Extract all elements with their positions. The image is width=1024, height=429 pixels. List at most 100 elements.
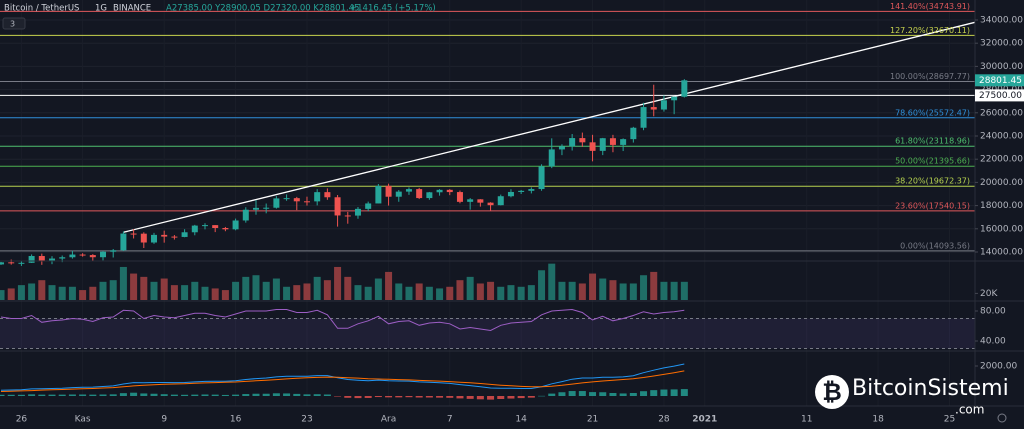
candle-body <box>487 202 494 206</box>
volume-bar <box>293 285 301 300</box>
y-tick-label: 40.00 <box>980 337 1006 347</box>
rsi-band <box>0 318 975 349</box>
x-tick-label: 18 <box>872 415 884 425</box>
volume-bar <box>568 281 576 300</box>
x-tick-label: 25 <box>944 415 955 425</box>
macd-histogram <box>456 395 464 399</box>
macd-histogram <box>303 394 311 396</box>
y-tick-label: 16000.00 <box>980 224 1023 234</box>
macd-histogram <box>670 389 678 396</box>
volume-bar <box>517 286 525 300</box>
candle-body <box>151 234 158 243</box>
volume-bar <box>150 281 158 300</box>
candle-body <box>467 199 474 202</box>
volume-bar <box>344 276 352 300</box>
candle-body <box>49 258 56 261</box>
candle-body <box>18 262 25 264</box>
candle-body <box>456 192 463 202</box>
macd-histogram <box>507 395 515 399</box>
volume-bar <box>650 271 658 300</box>
volume-bar <box>38 280 46 300</box>
y-tick-label: 24000.00 <box>980 131 1023 141</box>
volume-bar <box>48 285 56 300</box>
candle-body <box>395 191 402 197</box>
settings-icon[interactable] <box>997 413 1007 423</box>
candle-body <box>609 138 616 145</box>
volume-bar <box>660 281 668 300</box>
volume-bar <box>456 280 464 300</box>
candle-body <box>100 251 107 258</box>
macd-line <box>0 363 685 391</box>
x-tick-label: 28 <box>658 415 670 425</box>
price-tag-label: 27500.00 <box>979 91 1022 101</box>
x-tick-label: Ara <box>381 415 396 425</box>
volume-bar <box>466 276 474 300</box>
macd-histogram <box>405 395 413 398</box>
macd-histogram <box>527 395 535 398</box>
volume-bar <box>160 278 168 300</box>
volume-bar <box>89 286 97 300</box>
candle-body <box>242 209 249 221</box>
candle-body <box>640 107 647 128</box>
candle-body <box>518 190 525 192</box>
macd-histogram <box>578 391 586 396</box>
badge[interactable] <box>2 17 26 30</box>
macd-histogram <box>446 395 454 398</box>
candle-body <box>161 234 168 237</box>
macd-histogram <box>354 395 362 399</box>
volume-bar <box>629 283 637 300</box>
macd-histogram <box>517 395 525 399</box>
fib-label: 61.80%(23118.96) <box>895 137 970 146</box>
candle-body <box>181 232 188 237</box>
y-tick-label: 26000.00 <box>980 108 1023 118</box>
volume-bar <box>181 285 189 300</box>
volume-bar <box>191 281 199 300</box>
macd-histogram <box>201 394 209 396</box>
macd-histogram <box>242 394 250 396</box>
macd-histogram <box>170 394 178 396</box>
candle-body <box>212 225 219 229</box>
macd-histogram <box>609 392 617 396</box>
labels-layer: 14000.00 16000.00 18000.00 20000.00 22000.00… <box>16 2 1024 425</box>
exchange: BINANCE <box>113 4 151 14</box>
volume-bar <box>313 276 321 300</box>
candle-body <box>120 233 127 251</box>
x-tick-label: 7 <box>447 415 453 425</box>
volume-bar <box>7 288 15 300</box>
volume-bar <box>0 290 5 300</box>
volume-bar <box>507 285 515 300</box>
volume-bar <box>619 283 627 300</box>
fib-label: 78.60%(25572.47) <box>895 108 970 117</box>
y-tick-label: 20000.00 <box>980 178 1023 188</box>
candle-body <box>405 189 412 192</box>
y-tick-label: 18000.00 <box>980 201 1023 211</box>
badge-count[interactable]: 3 <box>10 20 15 29</box>
volume-bar <box>558 281 566 300</box>
macd-histogram <box>232 394 240 396</box>
watermark-domain: .com <box>955 403 984 417</box>
candle-body <box>538 166 545 190</box>
volume-bar <box>415 283 423 300</box>
volume-bar <box>109 280 117 300</box>
x-tick-label: Kas <box>75 415 91 425</box>
candle-body <box>416 189 423 199</box>
macd-histogram <box>334 395 342 397</box>
macd-histogram <box>680 389 688 396</box>
volume-bar <box>130 273 138 300</box>
macd-histogram <box>313 394 321 396</box>
macd-histogram <box>497 395 505 399</box>
volume-bar <box>476 283 484 300</box>
volume-bar <box>303 283 311 300</box>
fib-label: 0.00%(14093.56) <box>900 241 970 250</box>
candle-body <box>110 250 117 252</box>
volume-bar <box>670 281 678 300</box>
candle-body <box>252 207 259 210</box>
candle-body <box>334 197 341 216</box>
fib-label: 50.00%(21395.66) <box>895 157 970 166</box>
y-tick-label: 80.00 <box>980 307 1006 317</box>
candle-body <box>385 185 392 197</box>
volume-bar <box>405 286 413 300</box>
change: +1416.45 (+5.17%) <box>350 4 436 14</box>
candle-body <box>354 208 361 216</box>
